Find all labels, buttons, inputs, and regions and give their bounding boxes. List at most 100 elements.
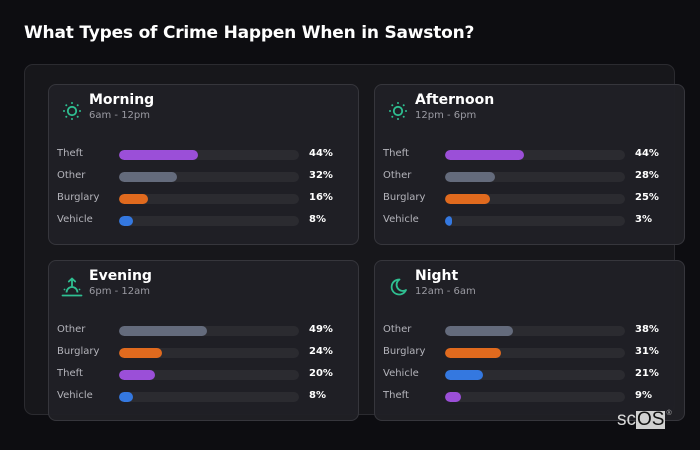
bar-value: 28% [635,170,659,181]
bar-track [445,326,625,336]
card-time-range: 6am - 12pm [89,110,151,121]
bar-value: 3% [635,214,652,225]
logo-os: OS [636,409,666,430]
bar-value: 8% [309,214,326,225]
bar-row: Theft 9% [383,389,678,411]
bar-row: Vehicle 21% [383,367,678,389]
card-title: Morning [89,92,155,108]
bar-track [445,172,625,182]
card-title: Afternoon [415,92,495,108]
bar-fill [445,392,462,402]
bar-row: Burglary 16% [57,191,352,213]
bar-track [119,172,299,182]
scos-logo: sc OS ® [617,410,672,429]
bar-track [119,326,299,336]
bar-fill [445,172,496,182]
bar-fill [445,194,490,204]
card-time-range: 12am - 6am [415,286,476,297]
bar-label: Vehicle [383,214,419,225]
registered-mark: ® [666,410,672,417]
moon-icon [390,278,407,296]
bar-track [445,150,625,160]
bar-label: Burglary [57,192,100,203]
bar-value: 24% [309,346,333,357]
bar-value: 9% [635,390,652,401]
bar-fill [445,150,525,160]
card-time-range: 6pm - 12am [89,286,151,297]
bar-fill [119,370,155,380]
bar-label: Burglary [383,192,426,203]
bar-value: 31% [635,346,659,357]
card-evening: Evening 6pm - 12am Other 49% Burglary 24… [48,260,359,421]
sun-icon [389,102,407,120]
bar-row: Theft 44% [383,147,678,169]
card-title: Night [415,268,459,284]
bar-row: Other 28% [383,169,678,191]
bar-value: 38% [635,324,659,335]
bar-fill [445,370,483,380]
card-title: Evening [89,268,152,284]
bar-label: Theft [57,368,83,379]
card-morning: Morning 6am - 12pm Theft 44% Other 32% B… [48,84,359,245]
bar-fill [119,326,208,336]
bar-row: Other 38% [383,323,678,345]
bar-value: 49% [309,324,333,335]
logo-sc: sc [617,409,636,430]
bar-fill [119,216,134,226]
bar-label: Burglary [383,346,426,357]
bar-value: 16% [309,192,333,203]
bar-fill [119,194,148,204]
bar-fill [119,172,177,182]
bar-value: 32% [309,170,333,181]
bar-track [445,216,625,226]
bar-label: Vehicle [57,214,93,225]
bar-list: Theft 44% Other 32% Burglary 16% Vehicle… [57,147,352,235]
bar-row: Burglary 25% [383,191,678,213]
bar-track [119,348,299,358]
bar-label: Other [57,324,86,335]
bar-track [445,348,625,358]
bar-value: 25% [635,192,659,203]
bar-value: 21% [635,368,659,379]
bar-track [119,194,299,204]
sunset-icon [61,277,83,297]
bar-track [445,392,625,402]
bar-track [445,370,625,380]
bar-label: Burglary [57,346,100,357]
bar-list: Other 49% Burglary 24% Theft 20% Vehicle… [57,323,352,411]
bar-label: Other [383,324,412,335]
sun-icon [63,102,81,120]
card-time-range: 12pm - 6pm [415,110,477,121]
bar-fill [445,326,514,336]
bar-track [445,194,625,204]
bar-track [119,216,299,226]
bar-value: 44% [309,148,333,159]
card-afternoon: Afternoon 12pm - 6pm Theft 44% Other 28%… [374,84,685,245]
bar-row: Vehicle 8% [57,213,352,235]
bar-row: Theft 20% [57,367,352,389]
bar-value: 44% [635,148,659,159]
bar-fill [119,392,134,402]
bar-track [119,150,299,160]
bar-label: Theft [383,148,409,159]
page-title: What Types of Crime Happen When in Sawst… [24,23,475,43]
bar-value: 20% [309,368,333,379]
bar-row: Burglary 24% [57,345,352,367]
bar-label: Other [383,170,412,181]
bar-row: Vehicle 8% [57,389,352,411]
bar-list: Theft 44% Other 28% Burglary 25% Vehicle… [383,147,678,235]
card-night: Night 12am - 6am Other 38% Burglary 31% … [374,260,685,421]
bar-row: Vehicle 3% [383,213,678,235]
bar-label: Theft [383,390,409,401]
bar-fill [119,348,163,358]
bar-label: Vehicle [383,368,419,379]
bar-track [119,392,299,402]
bar-label: Other [57,170,86,181]
bar-value: 8% [309,390,326,401]
bar-row: Burglary 31% [383,345,678,367]
bar-label: Theft [57,148,83,159]
bar-row: Theft 44% [57,147,352,169]
bar-row: Other 49% [57,323,352,345]
bar-fill [445,348,501,358]
bar-list: Other 38% Burglary 31% Vehicle 21% Theft… [383,323,678,411]
